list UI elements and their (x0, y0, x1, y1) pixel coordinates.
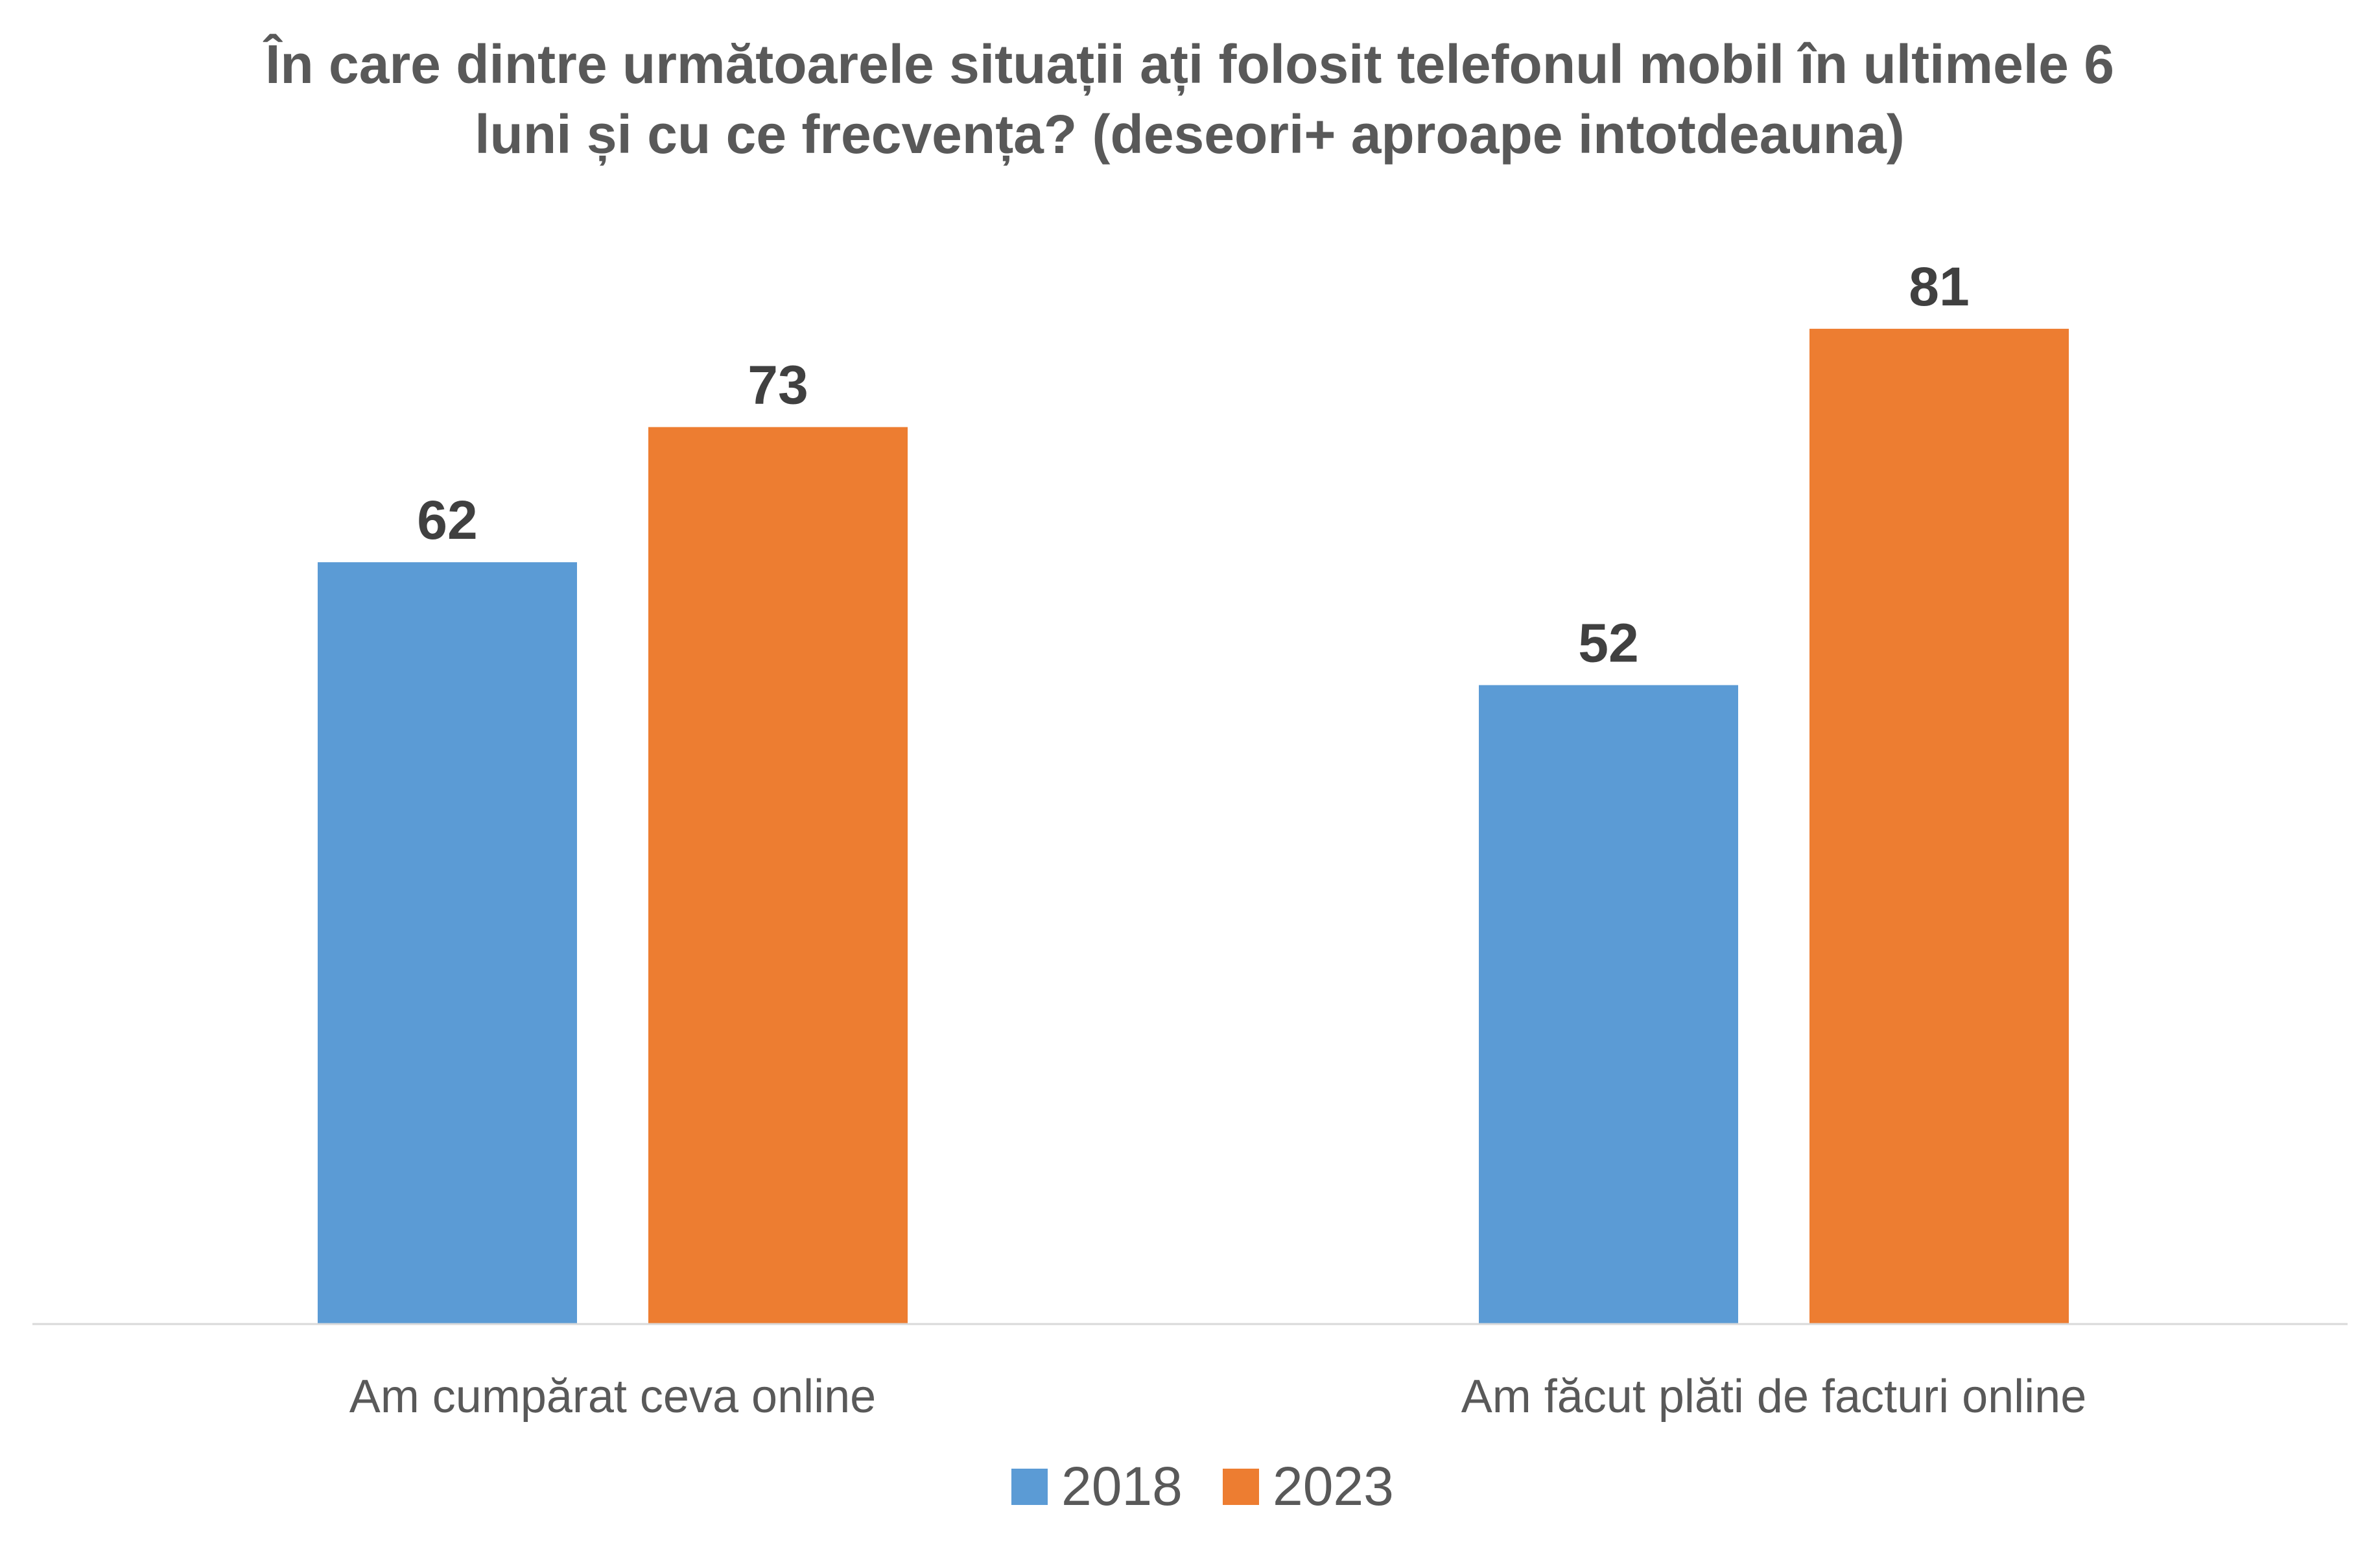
plot-area: 62 73 52 81 (318, 256, 2069, 1324)
legend-swatch-2018 (1011, 1469, 1048, 1505)
chart-title-line-2: luni și cu ce frecvența? (deseori+ aproa… (475, 104, 1905, 165)
category-labels: Am cumpărat ceva online Am făcut plăti de… (349, 1371, 2086, 1423)
chart-title-line-1: În care dintre următoarele situații ați … (263, 34, 2114, 95)
legend-label-2018: 2018 (1061, 1456, 1183, 1517)
legend-swatch-2023 (1223, 1469, 1259, 1505)
category-label-2: Am făcut plăti de facturi online (1461, 1371, 2087, 1423)
data-label-2018-2: 52 (1578, 613, 1638, 674)
chart-title: În care dintre următoarele situații ați … (263, 34, 2114, 165)
data-label-2023-2: 81 (1909, 256, 1969, 317)
bar-2018-2 (1479, 685, 1738, 1324)
data-label-2018-1: 62 (417, 490, 477, 551)
legend: 2018 2023 (1011, 1456, 1394, 1517)
bar-2018-1 (318, 562, 577, 1324)
category-label-1: Am cumpărat ceva online (349, 1371, 876, 1423)
bar-2023-2 (1809, 329, 2069, 1324)
legend-label-2023: 2023 (1273, 1456, 1394, 1517)
bar-2023-1 (648, 427, 908, 1324)
data-label-2023-1: 73 (748, 355, 808, 416)
